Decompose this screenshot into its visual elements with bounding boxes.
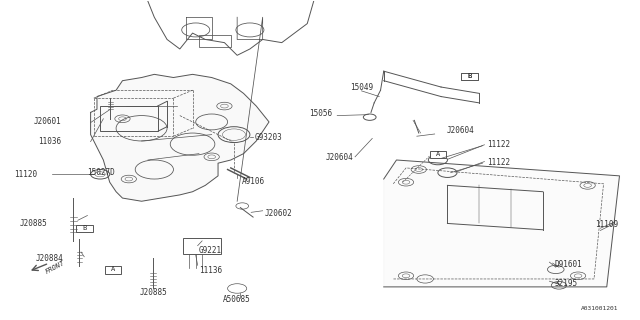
Text: A: A [111,267,115,272]
Text: 11122: 11122 [487,140,510,149]
Text: B: B [468,73,472,79]
Bar [100,106,157,132]
Text: A031001201: A031001201 [580,306,618,311]
Text: J20602: J20602 [264,209,292,218]
Text: A: A [436,151,440,157]
Text: 15027D: 15027D [87,168,115,177]
Text: 15049: 15049 [350,83,373,92]
Text: B: B [468,73,472,79]
FancyBboxPatch shape [461,73,478,80]
Text: D91601: D91601 [554,260,582,268]
FancyBboxPatch shape [461,73,478,80]
Text: 11120: 11120 [15,170,38,179]
Text: J20885: J20885 [19,219,47,228]
Text: 15056: 15056 [310,108,333,117]
Text: FRONT: FRONT [45,260,67,275]
Text: 11109: 11109 [595,220,618,228]
Bar [199,35,231,47]
Text: J20604: J20604 [325,153,353,162]
Text: A50685: A50685 [223,295,251,304]
Text: A9106: A9106 [243,177,266,186]
Text: 11136: 11136 [199,266,222,275]
Polygon shape [91,74,269,201]
Text: J20884: J20884 [36,254,64,263]
Text: J20601: J20601 [33,117,61,126]
Polygon shape [384,160,620,287]
Text: 11122: 11122 [487,158,510,167]
Text: B: B [82,225,86,231]
FancyBboxPatch shape [429,151,446,158]
FancyBboxPatch shape [104,266,121,274]
Text: G9221: G9221 [199,246,222,255]
Text: J20604: J20604 [446,126,474,135]
Bar [183,238,221,253]
Text: 32195: 32195 [554,279,578,288]
Text: G93203: G93203 [255,133,283,142]
Text: 11036: 11036 [38,137,61,146]
FancyBboxPatch shape [76,225,93,232]
Text: J20885: J20885 [139,288,167,297]
